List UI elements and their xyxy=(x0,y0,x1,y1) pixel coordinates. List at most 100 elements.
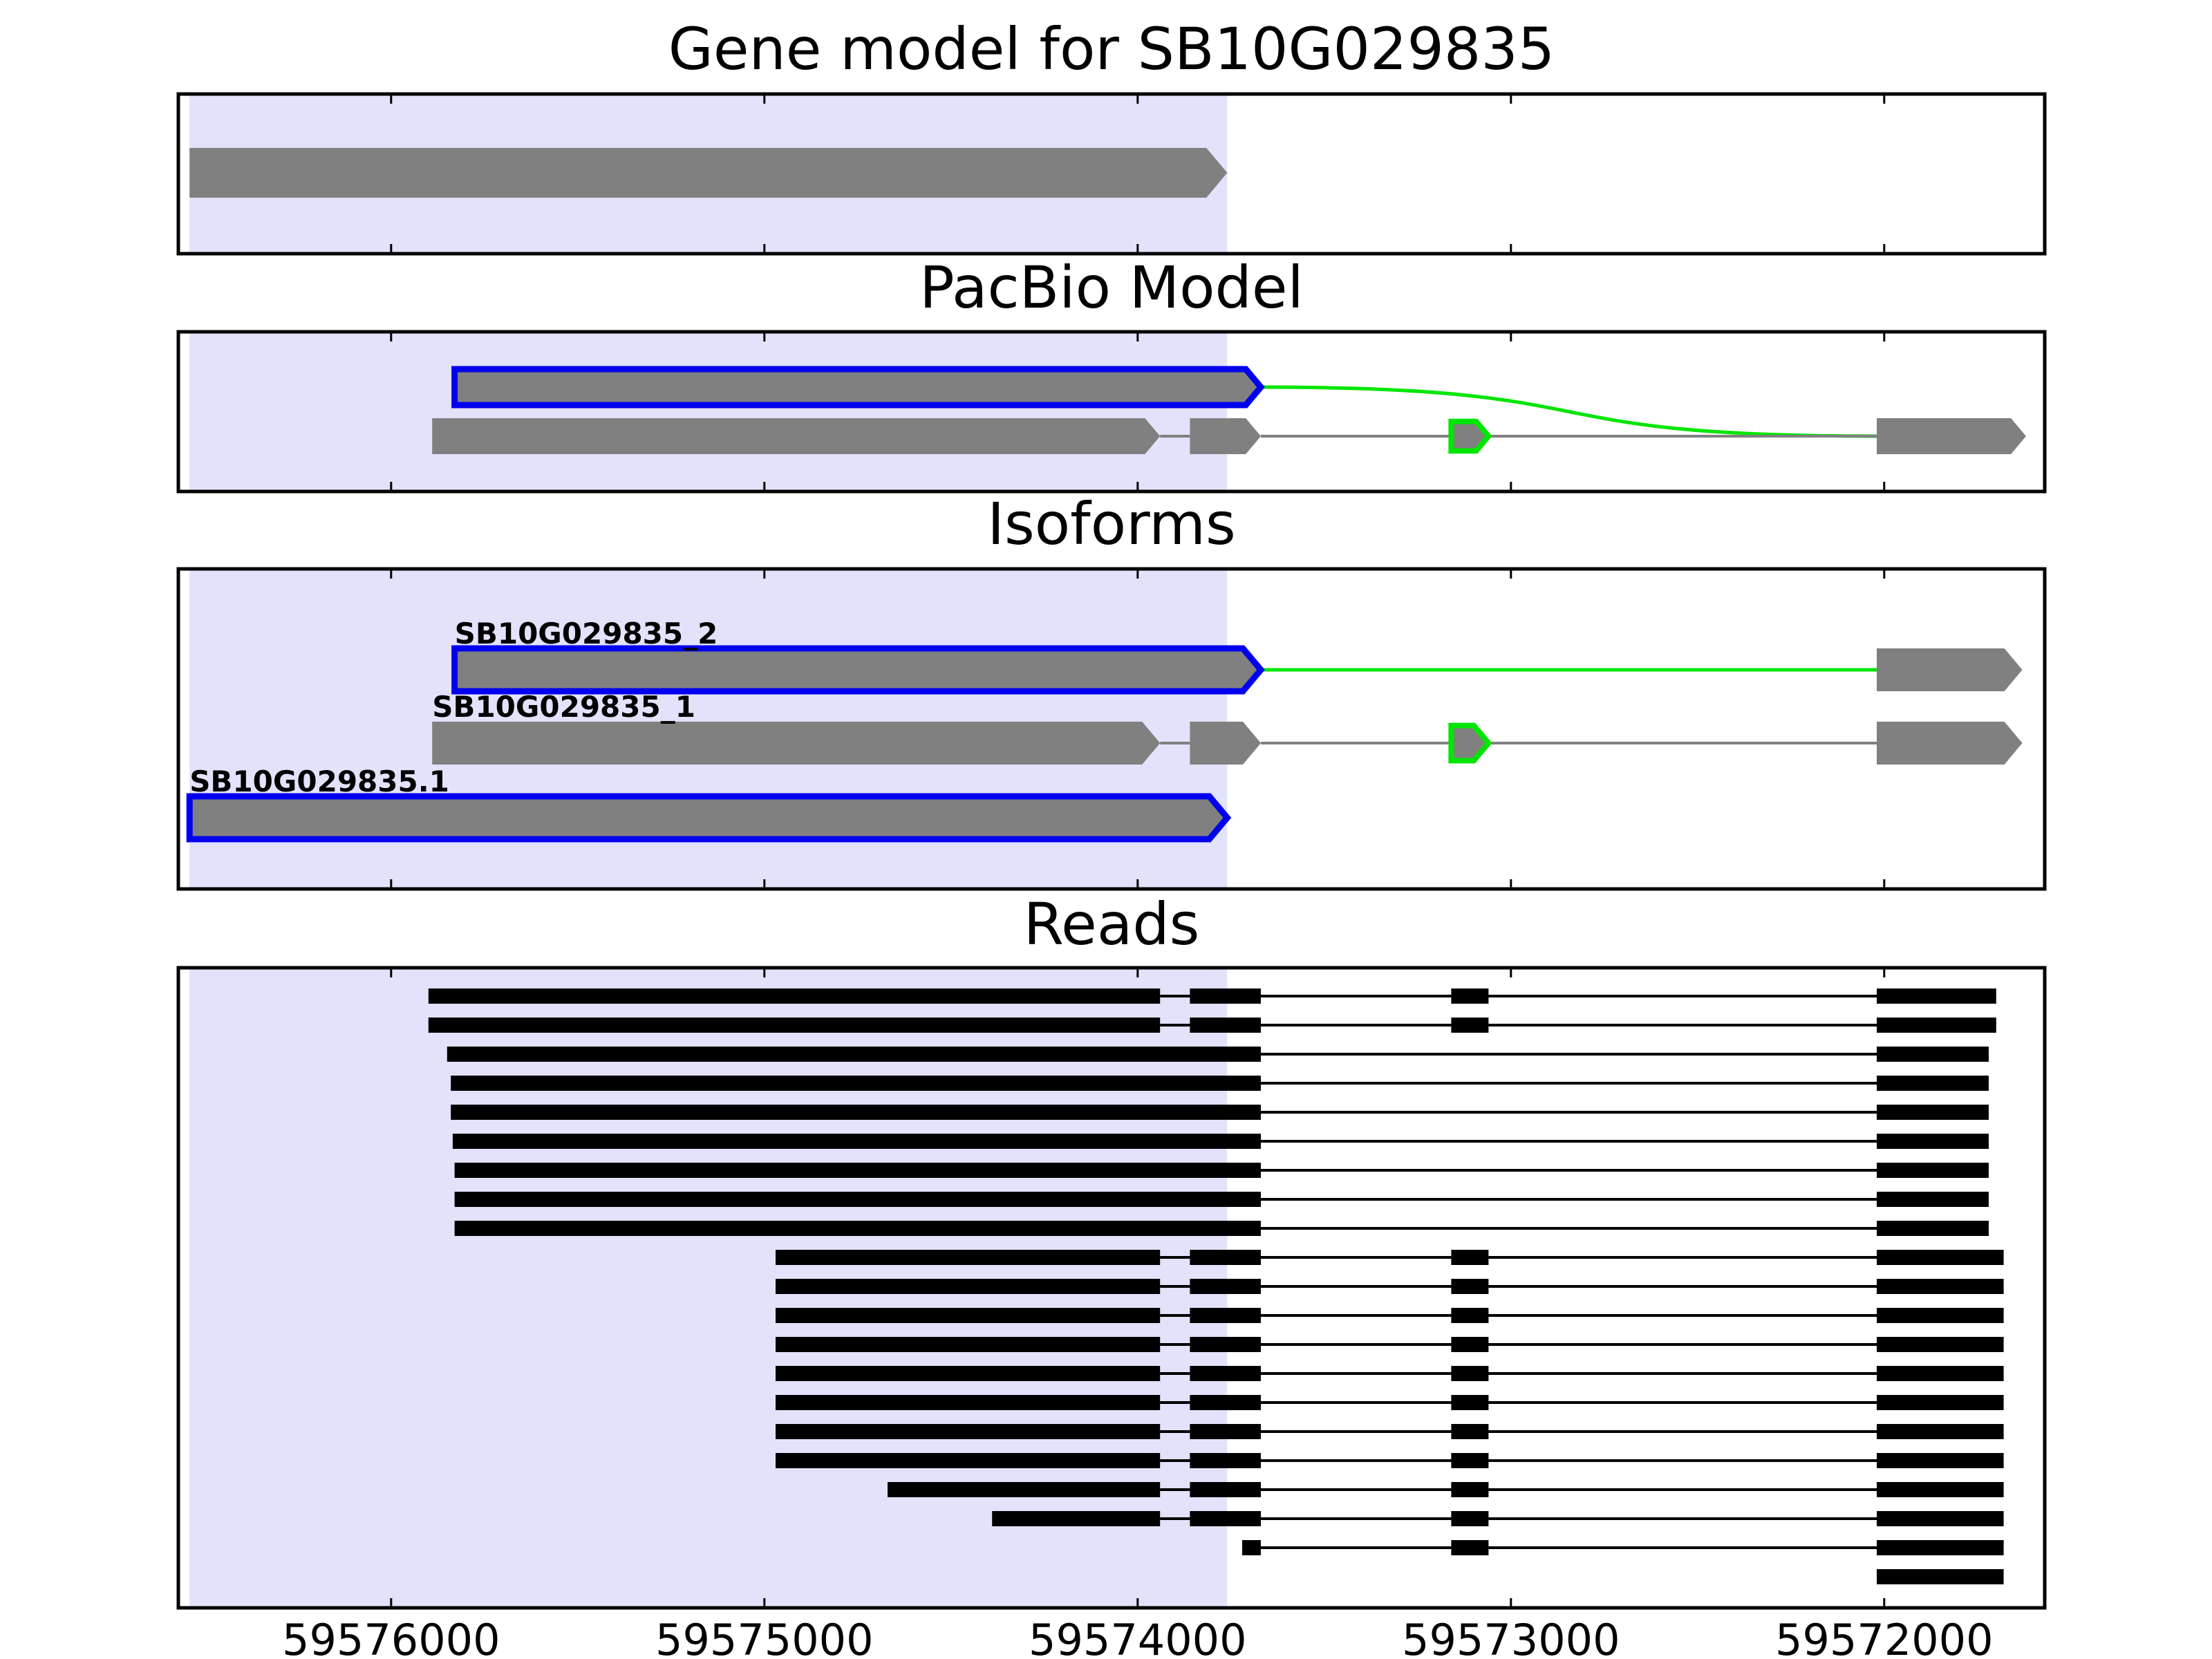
read-block xyxy=(451,1105,1262,1120)
read xyxy=(776,1279,2004,1294)
read-block xyxy=(452,1134,1261,1149)
read-block xyxy=(1451,1308,1489,1323)
exon-block xyxy=(1190,418,1261,454)
read xyxy=(451,1105,1989,1120)
exon-block xyxy=(189,148,1228,198)
read-block xyxy=(1877,1047,1989,1062)
read-block xyxy=(1877,1482,2004,1497)
read-block xyxy=(776,1308,1161,1323)
read-block xyxy=(1877,1163,1989,1178)
read-block xyxy=(776,1337,1161,1352)
read-block xyxy=(776,1366,1161,1381)
read-block xyxy=(1877,988,1996,1004)
exon-block xyxy=(451,366,1265,409)
read-block xyxy=(1877,1424,2004,1439)
read-block xyxy=(1190,1511,1261,1526)
read xyxy=(454,1221,1989,1236)
read-block xyxy=(1877,1366,2004,1381)
read-block xyxy=(1190,1424,1261,1439)
read xyxy=(888,1482,2004,1497)
x-tick-label: 59575000 xyxy=(655,1615,874,1659)
panel-frame xyxy=(176,330,2047,494)
read-block xyxy=(1451,1540,1489,1555)
read-block xyxy=(1877,1018,1996,1033)
read-block xyxy=(1877,1192,1989,1207)
read-block xyxy=(1877,1569,2004,1584)
read xyxy=(447,1047,1989,1062)
read-block xyxy=(1190,1250,1261,1265)
track: SB10G029835.1 xyxy=(186,765,1232,843)
read xyxy=(454,1163,1989,1178)
panel-title: Isoforms xyxy=(987,490,1236,558)
read-block xyxy=(1877,1540,2004,1555)
read-block xyxy=(1190,1279,1261,1294)
read-block xyxy=(1451,1250,1489,1265)
panel-isoforms: Isoforms SB10G029835_2 SB10G029835_1 SB10G0… xyxy=(176,490,2047,891)
read-block xyxy=(1190,1308,1261,1323)
panel-title: Reads xyxy=(1024,890,1200,958)
x-tick-label: 59572000 xyxy=(1775,1615,1994,1659)
read-block xyxy=(1190,1482,1261,1497)
read-block xyxy=(1242,1540,1261,1555)
read-block xyxy=(1877,1395,2004,1410)
read-block xyxy=(1877,1105,1989,1120)
read-block xyxy=(1877,1453,2004,1468)
read-block xyxy=(451,1076,1262,1091)
novel-junction xyxy=(1260,385,1877,438)
track: SB10G029835_2 xyxy=(451,617,2023,695)
panel-title: Gene model for SB10G029835 xyxy=(668,15,1555,83)
read-block xyxy=(776,1279,1161,1294)
read-block xyxy=(1451,1453,1489,1468)
read-block xyxy=(1451,1482,1489,1497)
read-block xyxy=(1451,1366,1489,1381)
exon-block xyxy=(1877,722,2023,765)
novel-exon xyxy=(1448,722,1492,764)
read xyxy=(776,1308,2004,1323)
read-block xyxy=(1190,1366,1261,1381)
exon-block xyxy=(1877,418,2026,454)
read-block xyxy=(1877,1250,2004,1265)
read-block xyxy=(1877,1308,2004,1323)
highlight-region xyxy=(189,332,1228,491)
track xyxy=(432,418,2026,454)
x-tick-label: 59576000 xyxy=(282,1615,500,1659)
read-block xyxy=(1190,1453,1261,1468)
read-block xyxy=(1451,1279,1489,1294)
read xyxy=(451,1076,1989,1091)
read-block xyxy=(1190,1337,1261,1352)
read xyxy=(776,1453,2004,1468)
x-tick-label: 59573000 xyxy=(1402,1615,1620,1659)
read-block xyxy=(428,1018,1161,1033)
read-block xyxy=(1451,1337,1489,1352)
read-block xyxy=(776,1395,1161,1410)
exon-block xyxy=(432,418,1161,454)
track xyxy=(189,148,1228,198)
read-block xyxy=(454,1221,1261,1236)
read xyxy=(776,1395,2004,1410)
read-block xyxy=(1877,1279,2004,1294)
panel-pacbio-model: PacBio Model xyxy=(176,254,2047,494)
read-block xyxy=(1877,1337,2004,1352)
read-block xyxy=(1451,988,1489,1004)
read-block xyxy=(776,1250,1161,1265)
read xyxy=(428,1018,1996,1033)
exon-block xyxy=(186,793,1232,843)
read xyxy=(776,1424,2004,1439)
panel-reads: Reads xyxy=(176,890,2047,1610)
isoform-label: SB10G029835_2 xyxy=(455,617,718,650)
read-block xyxy=(1877,1134,1989,1149)
read-block xyxy=(1877,1076,1989,1091)
read xyxy=(992,1511,2004,1526)
read xyxy=(1877,1569,2004,1584)
exon-block xyxy=(1877,648,2023,691)
read-block xyxy=(428,988,1161,1004)
read-block xyxy=(1451,1424,1489,1439)
read-block xyxy=(776,1453,1161,1468)
read xyxy=(776,1250,2004,1265)
read-block xyxy=(1190,1395,1261,1410)
read-block xyxy=(1451,1018,1489,1033)
exon-block xyxy=(451,645,1265,695)
panel-frame xyxy=(176,966,2047,1610)
read-block xyxy=(1451,1511,1489,1526)
